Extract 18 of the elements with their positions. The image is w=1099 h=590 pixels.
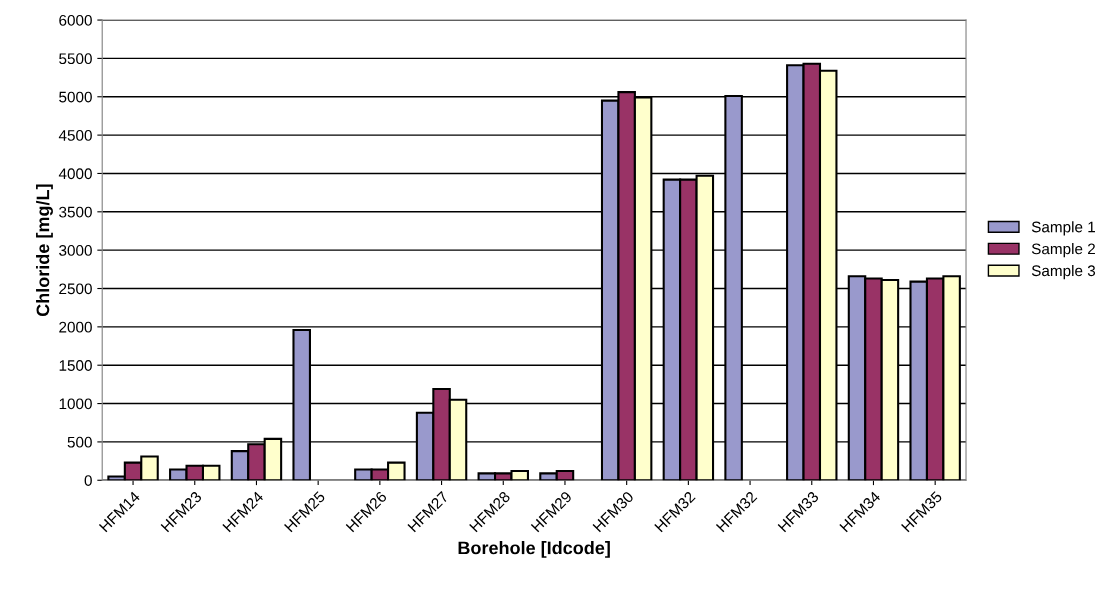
- y-tick-label: 5500: [59, 53, 92, 65]
- y-axis-title: Chloride [mg/L]: [36, 184, 53, 317]
- y-tick-label: 0: [84, 475, 92, 486]
- legend-label: Sample 2: [1031, 243, 1095, 258]
- legend-label: Sample 1: [1031, 221, 1095, 236]
- y-tick-label: 2000: [59, 321, 92, 333]
- y-tick-label: 3000: [59, 245, 92, 256]
- y-tick-label: 3500: [59, 206, 92, 218]
- y-tick-label: 1000: [59, 398, 92, 410]
- y-tick-label: 4500: [58, 129, 92, 141]
- legend-label: Sample 3: [1031, 264, 1096, 280]
- y-tick-label: 4000: [58, 168, 92, 180]
- y-tick-label: 500: [67, 436, 92, 448]
- y-tick-label: 6000: [59, 14, 92, 26]
- y-tick-label: 1500: [59, 360, 92, 371]
- x-axis-title: Borehole [Idcode]: [458, 541, 610, 558]
- y-tick-label: 5000: [59, 91, 92, 103]
- y-tick-label: 2500: [59, 283, 92, 295]
